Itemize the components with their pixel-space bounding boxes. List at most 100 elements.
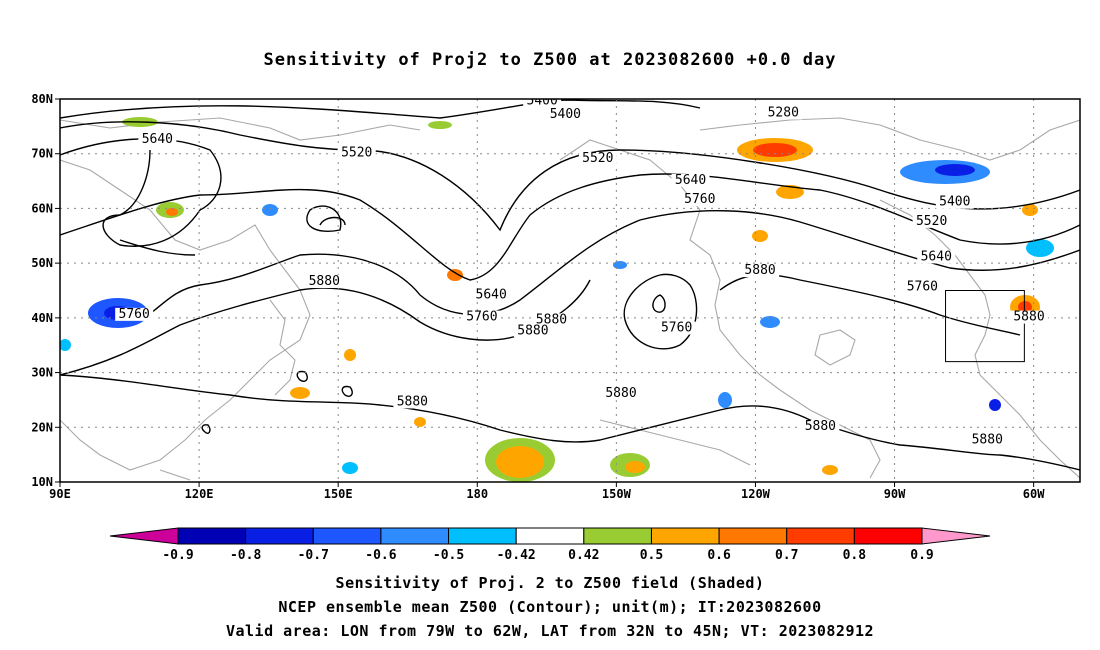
contour-label-c5640c: 5640 xyxy=(921,249,952,264)
lon-tick-label: 150E xyxy=(324,487,353,501)
contour-label-c5760a: 5760 xyxy=(684,192,715,207)
colorbar-box xyxy=(853,527,923,545)
lat-tick-label: 10N xyxy=(31,475,53,489)
colorbar-box xyxy=(786,527,855,545)
contour-label-bg xyxy=(671,173,710,187)
colorbar-label: 0.7 xyxy=(775,548,798,563)
contour-label-c5760c: 5760 xyxy=(119,307,150,322)
contour-label-c5640b: 5640 xyxy=(675,173,706,188)
colorbar-label: -0.8 xyxy=(230,548,261,563)
lat-tick-label: 70N xyxy=(31,147,53,161)
contour-label-bg xyxy=(912,214,951,228)
colorbar-box xyxy=(718,527,788,545)
contour-label-bg xyxy=(513,324,552,338)
colorbar-box xyxy=(515,527,585,545)
contour-label-bg xyxy=(680,192,719,206)
page-title: Sensitivity of Proj2 to Z500 at 20230826… xyxy=(263,50,837,70)
colorbar-label: -0.5 xyxy=(433,548,464,563)
colorbar-label: -0.42 xyxy=(497,548,536,563)
contour-label-bg xyxy=(968,433,1007,447)
contour-label-bg xyxy=(1010,310,1048,324)
contour-label-bg xyxy=(741,264,780,278)
contour-label-bg xyxy=(602,387,640,401)
colorbar-box xyxy=(312,527,382,545)
lat-tick-label: 40N xyxy=(31,311,53,325)
caption-line-1: Sensitivity of Proj. 2 to Z500 field (Sh… xyxy=(335,574,765,592)
contour-label-bg xyxy=(462,310,501,324)
contour-label-bg xyxy=(305,275,344,289)
lon-tick-label: 90E xyxy=(49,487,71,501)
contour-label-c5880a: 5880 xyxy=(744,263,775,278)
contour-label-bg xyxy=(546,108,585,122)
contour-label-bg xyxy=(472,288,511,302)
colorbar-left-arrow xyxy=(109,527,179,545)
lat-tick-labels: 80N 70N 60N 50N 40N 30N 20N 10N xyxy=(31,92,60,489)
lat-tick-label: 50N xyxy=(31,256,53,270)
colorbar-box xyxy=(177,527,247,545)
contour-label-bg xyxy=(115,307,154,321)
colorbar-label: 0.8 xyxy=(843,548,867,563)
contour-label-bg xyxy=(532,313,571,327)
contour-label-c5520c: 5520 xyxy=(916,214,947,229)
colorbar-label: 0.9 xyxy=(910,548,933,563)
lat-tick-label: 30N xyxy=(31,366,53,380)
contour-label-c5640a: 5640 xyxy=(142,132,173,147)
contour-label-bg xyxy=(393,395,432,409)
lon-tick-label: 120E xyxy=(185,487,214,501)
contour-label-bg xyxy=(337,146,376,160)
contour-label-bg xyxy=(657,321,696,335)
colorbar-box xyxy=(245,527,314,545)
contour-label-c5880b: 5880 xyxy=(309,274,340,289)
colorbar-box xyxy=(650,527,720,545)
contour-label-c5880f: 5880 xyxy=(397,394,428,409)
z500-contours xyxy=(60,99,1080,471)
contour-label-bg xyxy=(138,132,177,146)
contour-label-bg xyxy=(764,106,803,120)
contour-label-c5880d: 5880 xyxy=(517,323,548,338)
lat-tick-label: 80N xyxy=(31,92,53,106)
lon-tick-label: 120W xyxy=(741,487,771,501)
contour-label-c5520b: 5520 xyxy=(582,151,613,166)
lon-tick-labels: 90E 120E 150E 180 150W 120W 90W 60W xyxy=(49,482,1045,501)
contour-label-bg xyxy=(903,280,942,294)
contour-label-c5280: 5280 xyxy=(768,106,799,121)
lat-tick-label: 60N xyxy=(31,201,53,215)
contour-label-c5880g: 5880 xyxy=(605,386,636,401)
lon-tick-label: 150W xyxy=(602,487,632,501)
colorbar-label: 0.5 xyxy=(640,548,663,563)
colorbar-box xyxy=(380,527,450,545)
colorbar-label: 0.42 xyxy=(568,548,599,563)
contour-label-c5880i: 5880 xyxy=(972,433,1003,448)
colorbar-labels: -0.9 -0.8 -0.7 -0.6 -0.5 -0.42 0.42 0.5 0.6 0.7 0.… xyxy=(162,548,933,563)
contour-label-c5520a: 5520 xyxy=(341,145,372,160)
colorbar-box xyxy=(583,527,652,545)
contour-label-c5880e: 5880 xyxy=(1013,310,1044,325)
contour-label-c5400a: 5400 xyxy=(527,93,558,108)
contour-label-c5400b: 5400 xyxy=(550,107,581,122)
colorbar-label: -0.7 xyxy=(298,548,329,563)
lon-tick-label: 180 xyxy=(466,487,488,501)
valid-area-box xyxy=(945,290,1025,363)
colorbar-label: 0.6 xyxy=(707,548,731,563)
colorbar xyxy=(109,527,991,545)
lat-tick-label: 20N xyxy=(31,420,53,434)
caption-line-3: Valid area: LON from 79W to 62W, LAT fro… xyxy=(225,622,875,640)
colorbar-label: -0.9 xyxy=(162,548,193,563)
plot-frame xyxy=(59,98,1081,483)
lon-tick-label: 90W xyxy=(884,487,906,501)
colorbar-label: -0.6 xyxy=(365,548,396,563)
colorbar-right-arrow xyxy=(921,527,991,545)
lon-tick-label: 60W xyxy=(1023,487,1045,501)
caption-line-2: NCEP ensemble mean Z500 (Contour); unit(… xyxy=(278,598,822,616)
contour-label-c5760b: 5760 xyxy=(907,280,938,295)
contour-label-c5760e: 5760 xyxy=(661,321,692,336)
contour-label-bg xyxy=(801,420,840,434)
contour-label-bg xyxy=(523,99,562,108)
contour-label-c5880c: 5880 xyxy=(536,312,567,327)
contour-label-c5760d: 5760 xyxy=(466,310,497,325)
coastlines xyxy=(60,117,1080,481)
contour-label-bg xyxy=(578,151,617,165)
